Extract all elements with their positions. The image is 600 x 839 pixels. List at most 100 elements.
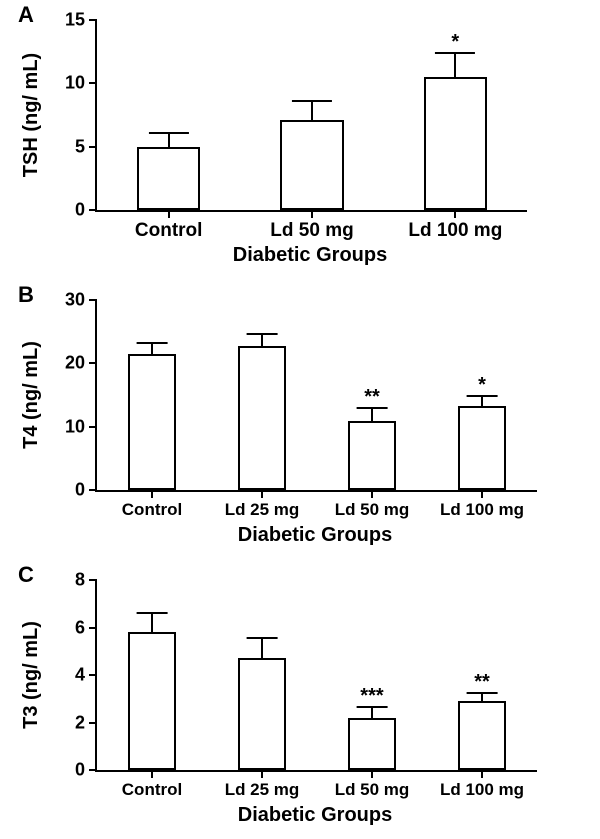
bar-group: * <box>458 300 506 490</box>
y-tick <box>89 426 97 428</box>
y-tick-label: 6 <box>75 617 85 638</box>
y-tick-label: 30 <box>65 290 85 311</box>
category-label: Ld 50 mg <box>335 780 410 800</box>
error-stem-upper <box>371 707 373 718</box>
y-tick-label: 10 <box>65 73 85 94</box>
category-label: Ld 100 mg <box>440 780 524 800</box>
y-tick <box>89 674 97 676</box>
significance-marker: * <box>451 31 459 54</box>
error-cap-upper <box>137 612 168 614</box>
category-label: Ld 50 mg <box>335 500 410 520</box>
bar-group: ** <box>348 300 396 490</box>
bar <box>128 632 176 770</box>
plot-area: 02468ControlLd 25 mg***Ld 50 mg**Ld 100 … <box>95 580 537 772</box>
x-tick <box>371 490 373 498</box>
y-tick <box>89 722 97 724</box>
error-stem-upper <box>261 334 263 346</box>
bar-group <box>137 20 200 210</box>
bar-group <box>128 300 176 490</box>
x-tick <box>481 490 483 498</box>
significance-marker: ** <box>364 386 380 409</box>
bar <box>128 354 176 490</box>
error-stem-upper <box>481 396 483 406</box>
y-tick-label: 0 <box>75 480 85 501</box>
panel-label-B: B <box>18 282 34 308</box>
y-tick <box>89 579 97 581</box>
panel-label-C: C <box>18 562 34 588</box>
x-tick <box>481 770 483 778</box>
bar <box>348 421 396 490</box>
x-tick <box>311 210 313 218</box>
y-tick-label: 0 <box>75 200 85 221</box>
x-tick <box>151 770 153 778</box>
y-tick <box>89 19 97 21</box>
error-stem-upper <box>261 638 263 658</box>
plot-area: 0102030ControlLd 25 mg**Ld 50 mg*Ld 100 … <box>95 300 537 492</box>
category-label: Ld 100 mg <box>440 500 524 520</box>
figure: A051015ControlLd 50 mg*Ld 100 mgTSH (ng/… <box>0 0 600 839</box>
y-tick <box>89 146 97 148</box>
x-tick <box>168 210 170 218</box>
x-tick <box>371 770 373 778</box>
y-tick-label: 20 <box>65 353 85 374</box>
x-axis-label: Diabetic Groups <box>95 524 535 547</box>
error-stem-upper <box>168 133 170 147</box>
y-axis-label: TSH (ng/ mL) <box>20 53 43 177</box>
y-tick-label: 8 <box>75 570 85 591</box>
y-tick <box>89 489 97 491</box>
panel-C: C 02468ControlLd 25 mg***Ld 50 mg**Ld 100… <box>0 560 600 839</box>
bar-group <box>238 300 286 490</box>
bar <box>238 658 286 770</box>
y-tick-label: 15 <box>65 10 85 31</box>
error-cap-upper <box>149 132 189 134</box>
plot-area: 051015ControlLd 50 mg*Ld 100 mg <box>95 20 527 212</box>
y-tick-label: 0 <box>75 760 85 781</box>
significance-marker: * <box>478 374 486 397</box>
category-label: Control <box>122 780 182 800</box>
error-cap-upper <box>137 342 168 344</box>
error-stem-upper <box>311 101 313 120</box>
x-tick <box>261 490 263 498</box>
y-tick-label: 4 <box>75 665 85 686</box>
bar <box>424 77 487 210</box>
bar <box>137 147 200 210</box>
bar-group <box>280 20 343 210</box>
error-stem-upper <box>481 693 483 701</box>
panel-B: B 0102030ControlLd 25 mg**Ld 50 mg*Ld 100… <box>0 280 600 560</box>
y-tick-label: 10 <box>65 416 85 437</box>
error-stem-upper <box>371 408 373 421</box>
category-label: Ld 25 mg <box>225 500 300 520</box>
bar-group <box>128 580 176 770</box>
y-tick <box>89 209 97 211</box>
significance-marker: ** <box>474 671 490 694</box>
bar <box>458 701 506 770</box>
bar-group: * <box>424 20 487 210</box>
y-axis-label: T4 (ng/ mL) <box>20 341 43 449</box>
panel-A: A 051015ControlLd 50 mg*Ld 100 mg TSH (ng/… <box>0 0 600 280</box>
error-cap-upper <box>292 100 332 102</box>
category-label: Ld 100 mg <box>408 220 502 242</box>
bar-group <box>238 580 286 770</box>
error-stem-upper <box>151 343 153 354</box>
bar <box>238 346 286 490</box>
error-stem-upper <box>151 613 153 632</box>
panel-label-A: A <box>18 2 34 28</box>
y-tick <box>89 362 97 364</box>
y-tick-label: 2 <box>75 712 85 733</box>
y-tick <box>89 769 97 771</box>
error-cap-upper <box>247 333 278 335</box>
bar-group: *** <box>348 580 396 770</box>
bar <box>348 718 396 770</box>
x-axis-label: Diabetic Groups <box>95 244 525 267</box>
category-label: Ld 50 mg <box>270 220 353 242</box>
bar <box>280 120 343 210</box>
y-tick <box>89 82 97 84</box>
x-tick <box>454 210 456 218</box>
error-cap-upper <box>247 637 278 639</box>
x-tick <box>261 770 263 778</box>
significance-marker: *** <box>360 685 383 708</box>
x-tick <box>151 490 153 498</box>
y-tick <box>89 299 97 301</box>
y-tick-label: 5 <box>75 136 85 157</box>
x-axis-label: Diabetic Groups <box>95 804 535 827</box>
